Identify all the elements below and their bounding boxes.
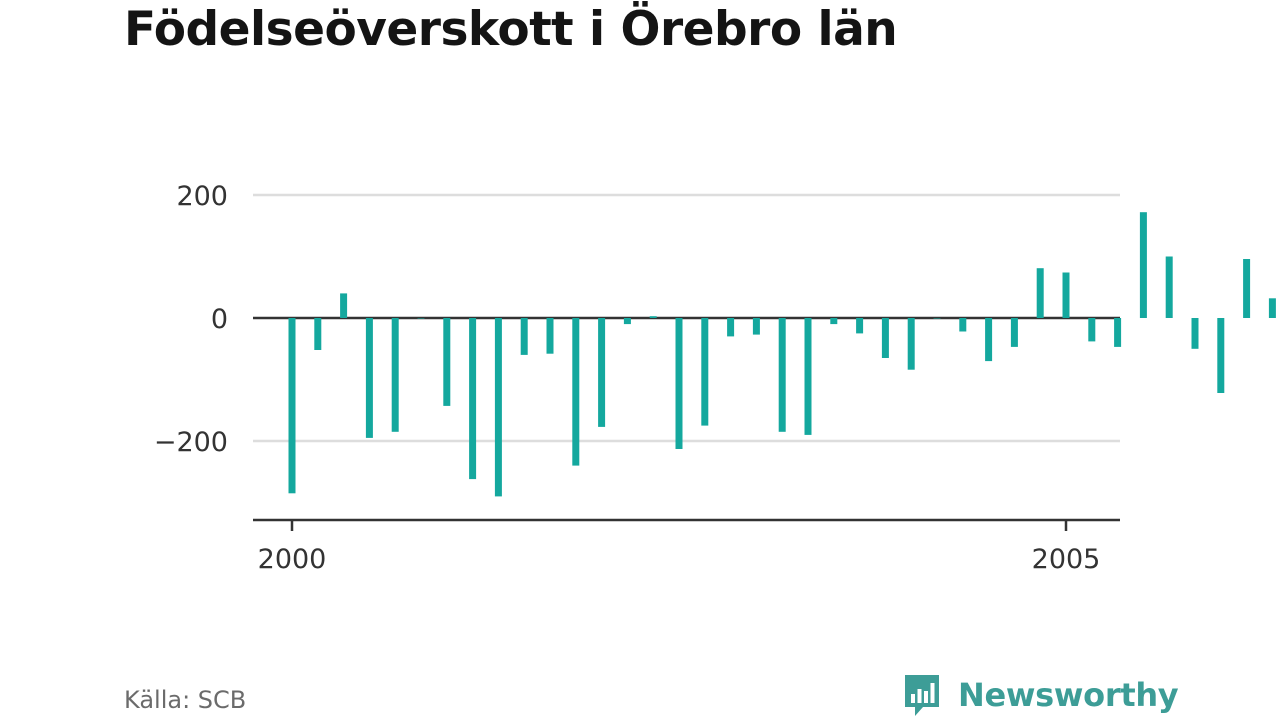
bar [881, 318, 889, 358]
bar [830, 318, 838, 325]
bar [572, 318, 580, 466]
bar [933, 318, 941, 319]
source-credit: Källa: SCB [124, 686, 247, 714]
bar [494, 318, 502, 497]
y-axis-ticks: −200 0 200 [154, 181, 228, 458]
bar [598, 318, 606, 427]
bar [546, 318, 554, 354]
bar-chart-bubble-icon [905, 675, 939, 716]
bar [959, 318, 967, 332]
chart-title: Födelseöverskott i Örebro län [124, 2, 898, 57]
bar [701, 318, 709, 426]
gridlines [253, 193, 1120, 443]
bar [752, 318, 760, 335]
x-tick-label: 2005 [1032, 544, 1101, 575]
bar [804, 318, 812, 435]
x-tick-label: 2000 [258, 544, 327, 575]
bar [1062, 272, 1070, 318]
bar [1088, 318, 1096, 342]
bar [288, 318, 296, 494]
bar [623, 318, 631, 325]
bar [675, 318, 683, 449]
bar [1036, 268, 1044, 318]
bar [1139, 212, 1147, 318]
bar [469, 318, 477, 480]
bar [1243, 259, 1251, 318]
bar [520, 318, 528, 355]
bar [1165, 256, 1173, 318]
bar [391, 318, 399, 432]
bar [365, 318, 373, 438]
bar [856, 318, 864, 334]
bar [1268, 298, 1276, 318]
bar [1010, 318, 1018, 347]
y-tick-label: 200 [176, 181, 228, 212]
y-tick-label: −200 [154, 427, 228, 458]
bar [1217, 318, 1225, 393]
y-tick-label: 0 [211, 304, 228, 335]
bar [985, 318, 993, 362]
brand-name: Newsworthy [958, 676, 1179, 714]
bar [443, 318, 451, 406]
x-axis-ticks: 200020052010201520202025 [258, 520, 1101, 575]
bar [314, 318, 322, 350]
bar [340, 293, 348, 318]
bar [1191, 318, 1199, 349]
bar [1114, 318, 1122, 347]
bar [417, 318, 425, 319]
bar [778, 318, 786, 432]
bar [727, 318, 735, 337]
newsworthy-logo: Newsworthy [902, 672, 1179, 718]
bar [649, 316, 657, 318]
bar-series [288, 212, 1276, 497]
bar [907, 318, 915, 370]
